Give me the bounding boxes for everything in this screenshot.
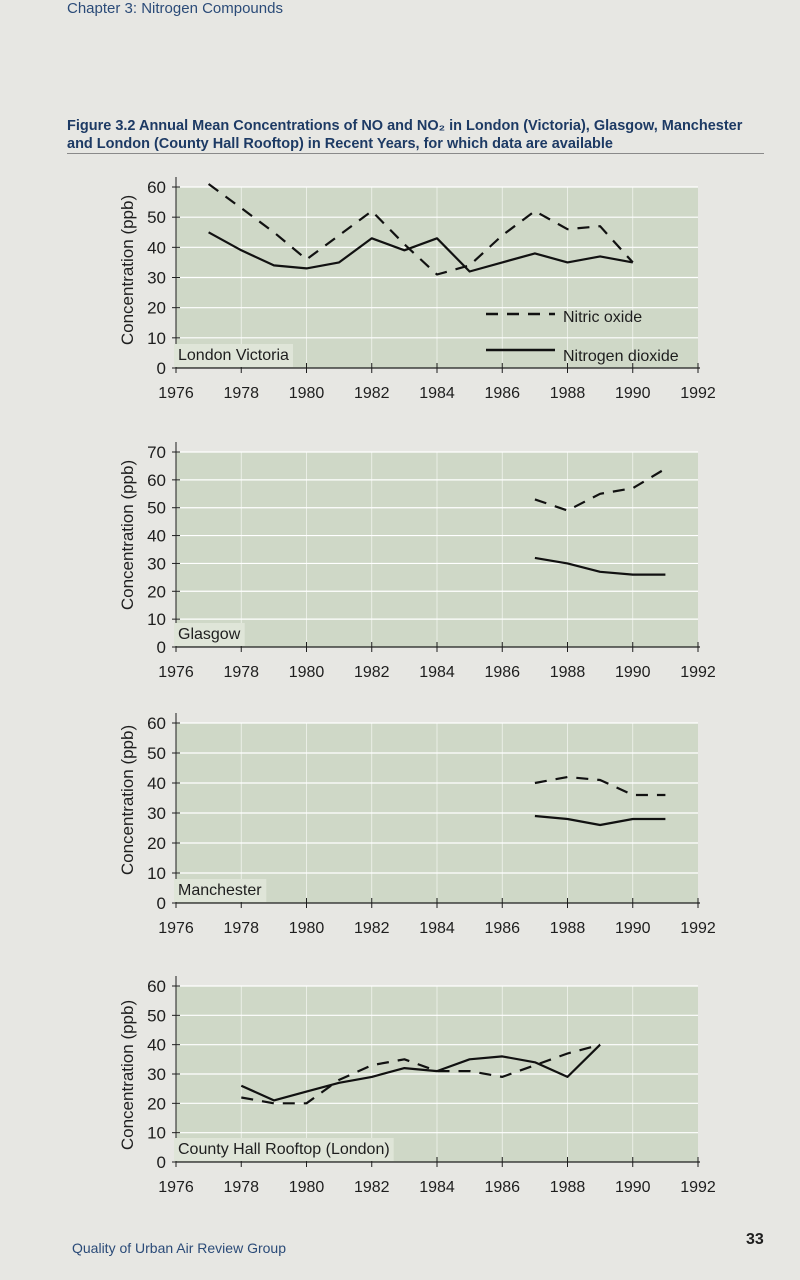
x-tick-label: 1988 (550, 664, 586, 681)
x-tick-label: 1982 (354, 1179, 390, 1196)
caption-divider (67, 153, 764, 154)
x-tick-label: 1978 (223, 385, 259, 402)
x-tick-label: 1976 (158, 920, 194, 937)
x-tick-label: 1980 (289, 920, 325, 937)
x-tick-label: 1992 (680, 385, 716, 402)
y-tick-label: 70 (147, 443, 166, 462)
y-tick-label: 10 (147, 1124, 166, 1143)
y-tick-label: 30 (147, 1065, 166, 1084)
y-tick-label: 30 (147, 269, 166, 288)
x-tick-label: 1990 (615, 385, 651, 402)
legend-no-label: Nitric oxide (563, 309, 642, 326)
x-tick-label: 1986 (484, 385, 520, 402)
x-tick-label: 1990 (615, 664, 651, 681)
y-tick-label: 0 (157, 638, 166, 657)
x-tick-label: 1984 (419, 385, 455, 402)
x-tick-label: 1990 (615, 1179, 651, 1196)
chapter-heading: Chapter 3: Nitrogen Compounds (67, 0, 283, 17)
y-tick-label: 0 (157, 1153, 166, 1172)
x-tick-label: 1980 (289, 664, 325, 681)
x-tick-label: 1980 (289, 1179, 325, 1196)
y-tick-label: 40 (147, 527, 166, 546)
site-label: London Victoria (178, 347, 289, 364)
site-label-box (174, 879, 267, 902)
x-tick-label: 1986 (484, 920, 520, 937)
y-axis-title: Concentration (ppb) (118, 725, 137, 875)
y-tick-label: 20 (147, 1094, 166, 1113)
y-tick-label: 50 (147, 499, 166, 518)
x-tick-label: 1976 (158, 385, 194, 402)
nitrogen-dioxide-line-3 (534, 814, 666, 827)
x-tick-label: 1986 (484, 664, 520, 681)
x-tick-label: 1982 (354, 920, 390, 937)
x-tick-label: 1988 (550, 1179, 586, 1196)
site-label-box (174, 623, 245, 646)
y-axis-title: Concentration (ppb) (118, 460, 137, 610)
nitrogen-dioxide-line-2 (534, 556, 666, 576)
x-tick-label: 1978 (223, 920, 259, 937)
site-label-box (174, 1138, 394, 1161)
nitric-oxide-line-3 (534, 775, 666, 797)
x-tick-label: 1988 (550, 920, 586, 937)
x-tick-label: 1976 (158, 664, 194, 681)
y-tick-label: 20 (147, 299, 166, 318)
site-label: County Hall Rooftop (London) (178, 1141, 390, 1158)
y-tick-label: 30 (147, 804, 166, 823)
y-axis-title: Concentration (ppb) (118, 1000, 137, 1150)
x-tick-label: 1984 (419, 1179, 455, 1196)
y-axis-title: Concentration (ppb) (118, 195, 137, 345)
y-tick-label: 0 (157, 359, 166, 378)
y-tick-label: 40 (147, 1036, 166, 1055)
site-label-box (174, 344, 293, 367)
x-tick-label: 1992 (680, 664, 716, 681)
y-tick-label: 60 (147, 178, 166, 197)
x-tick-label: 1984 (419, 920, 455, 937)
y-tick-label: 30 (147, 554, 166, 573)
x-tick-label: 1984 (419, 664, 455, 681)
y-tick-label: 50 (147, 208, 166, 227)
figure-caption: Figure 3.2 Annual Mean Concentrations of… (67, 118, 743, 152)
x-tick-label: 1990 (615, 920, 651, 937)
nitrogen-dioxide-line-4 (240, 1043, 601, 1102)
footer-publisher: Quality of Urban Air Review Group (72, 1240, 286, 1256)
y-tick-label: 40 (147, 774, 166, 793)
page-number: 33 (746, 1231, 764, 1248)
y-tick-label: 20 (147, 834, 166, 853)
y-tick-label: 50 (147, 1006, 166, 1025)
y-tick-label: 60 (147, 471, 166, 490)
x-tick-label: 1978 (223, 664, 259, 681)
y-tick-label: 10 (147, 864, 166, 883)
x-tick-label: 1982 (354, 385, 390, 402)
nitric-oxide-line-2 (534, 467, 666, 512)
y-tick-label: 60 (147, 977, 166, 996)
y-tick-label: 60 (147, 714, 166, 733)
nitrogen-dioxide-line-1 (208, 231, 633, 273)
x-tick-label: 1986 (484, 1179, 520, 1196)
y-tick-label: 20 (147, 582, 166, 601)
y-tick-label: 10 (147, 610, 166, 629)
y-tick-label: 50 (147, 744, 166, 763)
x-tick-label: 1976 (158, 1179, 194, 1196)
nitric-oxide-line-1 (207, 183, 634, 276)
y-tick-label: 10 (147, 329, 166, 348)
site-label: Manchester (178, 882, 262, 899)
site-label: Glasgow (178, 626, 241, 643)
y-tick-label: 0 (157, 894, 166, 913)
nitric-oxide-line-4 (241, 1043, 601, 1105)
x-tick-label: 1988 (550, 385, 586, 402)
y-tick-label: 40 (147, 238, 166, 257)
x-tick-label: 1980 (289, 385, 325, 402)
x-tick-label: 1978 (223, 1179, 259, 1196)
legend-no2-label: Nitrogen dioxide (563, 348, 679, 365)
x-tick-label: 1992 (680, 1179, 716, 1196)
x-tick-label: 1982 (354, 664, 390, 681)
x-tick-label: 1992 (680, 920, 716, 937)
